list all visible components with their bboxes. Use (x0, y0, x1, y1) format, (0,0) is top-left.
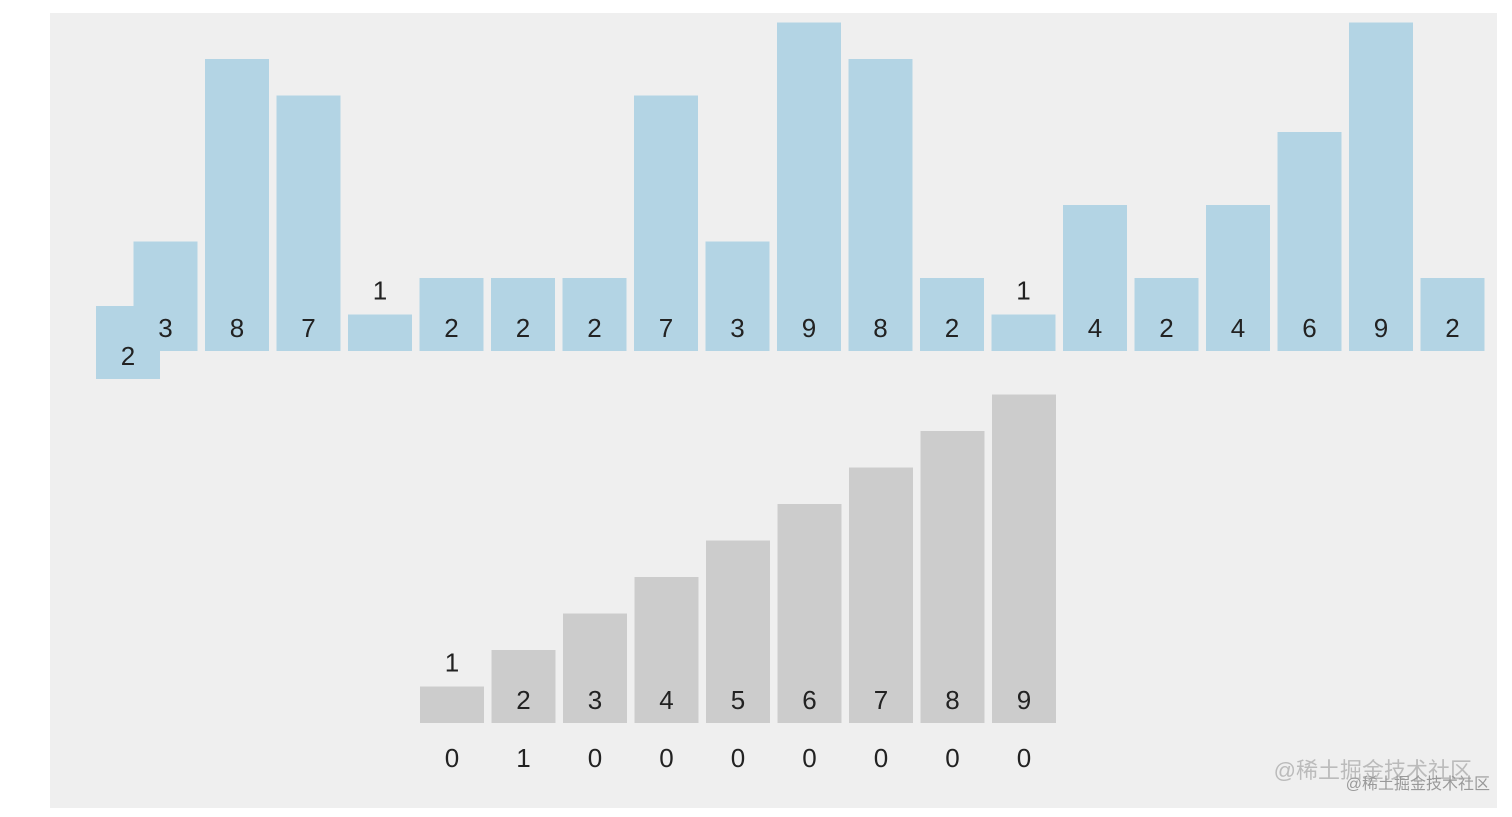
bar (705, 241, 770, 351)
bar-label: 3 (588, 685, 602, 715)
bar (920, 431, 985, 723)
bar (205, 59, 269, 351)
bar (348, 314, 412, 351)
bar-label: 4 (1231, 313, 1245, 343)
bar-label: 2 (1445, 313, 1459, 343)
bar-label: 5 (731, 685, 745, 715)
count-label: 0 (445, 743, 459, 773)
bar-label: 8 (945, 685, 959, 715)
bar (992, 394, 1056, 723)
bar-label: 2 (516, 313, 530, 343)
bar (491, 278, 555, 351)
bar (563, 613, 627, 723)
bar-label: 1 (1016, 275, 1030, 305)
count-label: 0 (874, 743, 888, 773)
bar (991, 314, 1056, 351)
count-label: 0 (588, 743, 602, 773)
bar-label: 1 (445, 647, 459, 677)
bar-label: 6 (1302, 313, 1316, 343)
bar (634, 95, 698, 351)
bar-label: 2 (444, 313, 458, 343)
bar (634, 577, 699, 723)
bar (777, 504, 842, 723)
count-label: 0 (731, 743, 745, 773)
bar-label: 3 (158, 313, 172, 343)
bar-label: 3 (730, 313, 744, 343)
bar (848, 59, 913, 351)
bar-label: 7 (301, 313, 315, 343)
bar (562, 278, 627, 351)
count-label: 0 (945, 743, 959, 773)
bar (920, 278, 984, 351)
bar-label: 6 (802, 685, 816, 715)
bar-label: 2 (121, 341, 135, 371)
bar-label: 9 (802, 313, 816, 343)
bar (491, 650, 556, 723)
bar (1349, 22, 1413, 351)
bar-label: 2 (587, 313, 601, 343)
bar-label: 7 (659, 313, 673, 343)
count-label: 1 (516, 743, 530, 773)
bar (133, 241, 198, 351)
bar (1206, 205, 1270, 351)
bar-label: 9 (1017, 685, 1031, 715)
count-label: 0 (802, 743, 816, 773)
bar (276, 95, 341, 351)
watermark-small: @稀土掘金技术社区 (1346, 775, 1490, 793)
bar (849, 467, 913, 723)
bar (777, 22, 841, 351)
bar-label: 9 (1374, 313, 1388, 343)
bar-label: 4 (659, 685, 673, 715)
bar (706, 540, 770, 723)
bar-label: 2 (1159, 313, 1173, 343)
count-label: 0 (1017, 743, 1031, 773)
bar-label: 7 (874, 685, 888, 715)
bar-label: 4 (1088, 313, 1102, 343)
bar (420, 686, 484, 723)
bar (1134, 278, 1199, 351)
bar (419, 278, 484, 351)
bar-label: 2 (516, 685, 530, 715)
bar-label: 1 (373, 275, 387, 305)
bar (1063, 205, 1127, 351)
bar-label: 8 (230, 313, 244, 343)
bar-label: 2 (945, 313, 959, 343)
watermark: @稀土掘金技术社区 (1274, 758, 1472, 783)
bar-label: 8 (873, 313, 887, 343)
count-label: 0 (659, 743, 673, 773)
bar (1277, 132, 1342, 351)
bar (1420, 278, 1485, 351)
